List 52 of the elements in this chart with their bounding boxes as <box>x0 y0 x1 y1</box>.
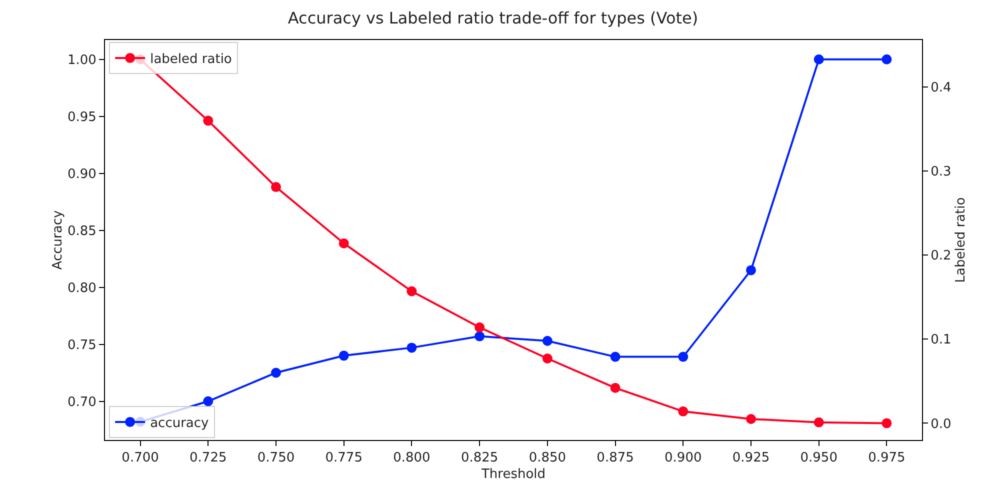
point <box>338 238 349 248</box>
x-tick-label: 0.725 <box>190 450 227 466</box>
x-tick-label: 0.800 <box>393 450 430 466</box>
y-tick-label: 0.90 <box>67 166 96 182</box>
point <box>610 352 620 362</box>
y-tick-label: 0.75 <box>67 338 96 353</box>
x-tick-label: 0.700 <box>122 450 159 466</box>
point <box>882 54 892 64</box>
legend-label: labeled ratio <box>150 52 232 68</box>
x-tick-label: 0.900 <box>664 450 702 466</box>
point <box>746 414 756 424</box>
x-tick-label: 0.825 <box>460 450 498 466</box>
x-tick-label: 0.975 <box>868 450 906 466</box>
y2-tick-label: 0.2 <box>930 248 952 264</box>
x-axis-title: Threshold <box>480 467 546 482</box>
y2-tick-label: 0.0 <box>930 416 952 432</box>
point <box>746 265 756 276</box>
point <box>542 336 552 346</box>
y2-tick-label: 0.1 <box>930 332 952 348</box>
x-tick-label: 0.925 <box>732 450 770 466</box>
y2-tick-label: 0.3 <box>930 164 952 180</box>
point <box>814 54 824 64</box>
x-tick-label: 0.750 <box>257 450 295 466</box>
x-tick-label: 0.875 <box>596 450 634 466</box>
point <box>474 322 485 332</box>
point <box>406 286 417 296</box>
y-axis-title: Accuracy <box>50 210 66 270</box>
y-tick-label: 1.00 <box>67 52 96 68</box>
point <box>610 382 620 393</box>
point <box>271 368 281 378</box>
point <box>474 331 485 342</box>
point <box>203 396 214 406</box>
point <box>271 182 281 192</box>
point <box>338 350 349 361</box>
point <box>542 353 552 364</box>
y-tick-label: 0.95 <box>67 110 96 125</box>
chart-title: Accuracy vs Labeled ratio trade-off for types (Vote) <box>288 8 698 28</box>
point <box>814 417 824 428</box>
point <box>678 406 688 416</box>
y-tick-label: 0.80 <box>67 280 96 296</box>
x-tick-label: 0.850 <box>528 450 566 466</box>
y-tick-label: 0.70 <box>67 394 96 410</box>
point <box>406 342 417 353</box>
point <box>678 352 688 362</box>
y-tick-label: 0.85 <box>67 224 96 239</box>
legend-label: accuracy <box>150 416 210 432</box>
x-tick-label: 0.950 <box>800 450 838 466</box>
x-tick-label: 0.775 <box>325 450 362 466</box>
point <box>882 418 892 428</box>
point <box>203 116 214 126</box>
y2-axis-title: Labeled ratio <box>954 197 968 283</box>
y2-tick-label: 0.4 <box>930 80 952 96</box>
